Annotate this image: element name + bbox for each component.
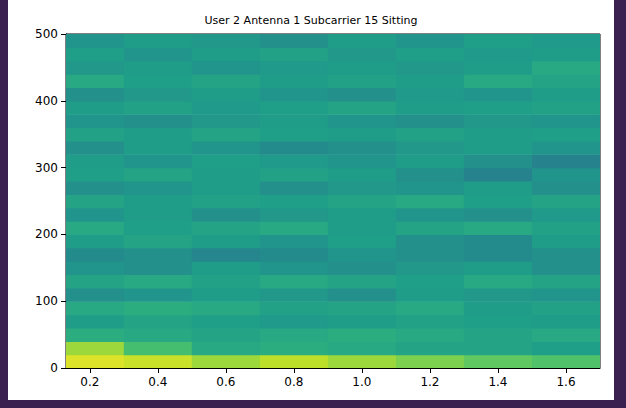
svg-text:400: 400 xyxy=(35,94,58,108)
svg-text:1.2: 1.2 xyxy=(420,375,439,389)
svg-text:0.8: 0.8 xyxy=(284,375,303,389)
svg-text:500: 500 xyxy=(35,27,58,41)
svg-text:User 2 Antenna 1 Subcarrier 15: User 2 Antenna 1 Subcarrier 15 Sitting xyxy=(205,14,418,27)
svg-text:0.4: 0.4 xyxy=(148,375,167,389)
svg-text:300: 300 xyxy=(35,161,58,175)
svg-text:1.6: 1.6 xyxy=(556,375,575,389)
svg-text:0.2: 0.2 xyxy=(80,375,99,389)
svg-text:100: 100 xyxy=(35,294,58,308)
svg-text:0.6: 0.6 xyxy=(216,375,235,389)
svg-text:1.4: 1.4 xyxy=(488,375,507,389)
svg-text:1.0: 1.0 xyxy=(352,375,371,389)
svg-text:0: 0 xyxy=(50,361,58,375)
svg-text:200: 200 xyxy=(35,227,58,241)
